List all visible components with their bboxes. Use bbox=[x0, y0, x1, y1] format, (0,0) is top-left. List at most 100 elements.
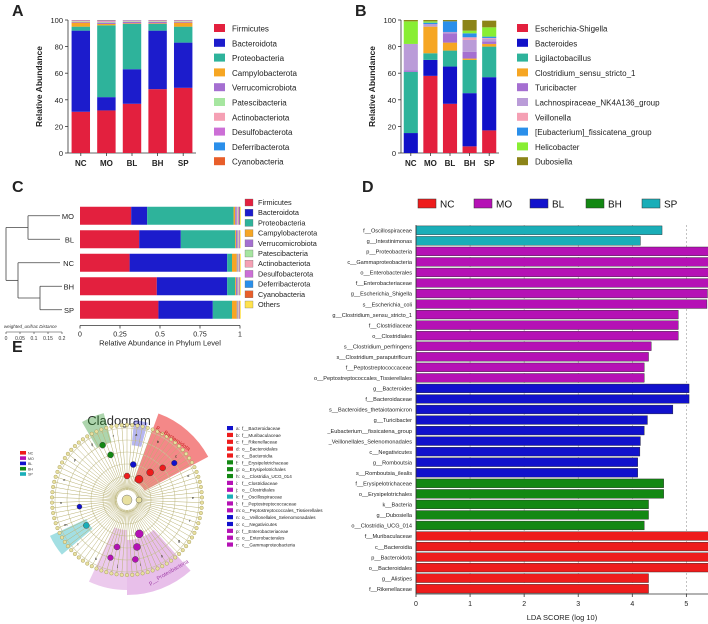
bar-segment bbox=[148, 21, 167, 24]
cladogram-branch bbox=[136, 491, 202, 500]
leaf-node bbox=[89, 431, 94, 436]
node-letter: o bbox=[63, 477, 66, 482]
node-letter: p bbox=[74, 457, 77, 462]
row-label: g__Intestinimonas bbox=[367, 239, 413, 245]
row-label: NC bbox=[63, 259, 74, 268]
legend-label: Ligilactobacillus bbox=[535, 54, 591, 63]
bar-segment bbox=[423, 53, 438, 60]
lda-bar bbox=[415, 267, 708, 278]
leaf-node bbox=[55, 469, 60, 474]
bar-segment bbox=[462, 20, 477, 31]
leaf-node bbox=[94, 566, 99, 571]
bar-segment bbox=[482, 41, 497, 44]
leaf-node bbox=[192, 465, 197, 470]
lda-bar bbox=[415, 383, 690, 393]
bar-segment bbox=[462, 146, 477, 153]
legend-swatch bbox=[244, 290, 254, 298]
legend-label: Escherichia-Shigella bbox=[535, 25, 608, 34]
legend-label: SP bbox=[664, 200, 678, 211]
cladogram-branch bbox=[136, 502, 199, 524]
y-tick-label: 60 bbox=[55, 69, 63, 78]
leaf-node bbox=[50, 495, 55, 500]
bar-segment bbox=[227, 253, 232, 272]
legend-swatch bbox=[244, 249, 254, 258]
clade-highlight bbox=[49, 519, 93, 555]
clade-node bbox=[132, 556, 139, 563]
legend-label: Bacteroidota bbox=[232, 39, 277, 48]
leaf-node bbox=[180, 548, 185, 553]
bar-segment bbox=[173, 87, 193, 153]
x-axis-title: LDA SCORE (log 10) bbox=[527, 613, 598, 622]
bar-segment bbox=[236, 230, 238, 249]
cladogram-branch bbox=[136, 500, 202, 503]
bar-segment bbox=[240, 300, 241, 319]
bar-segment bbox=[240, 230, 241, 249]
node-letter: f bbox=[189, 518, 191, 523]
bar-segment bbox=[97, 25, 116, 98]
bar-segment bbox=[235, 277, 236, 296]
leaf-node bbox=[50, 500, 55, 505]
bar-segment bbox=[148, 23, 167, 24]
clade-node bbox=[123, 472, 131, 480]
bar-segment bbox=[482, 20, 497, 28]
lda-bar bbox=[415, 404, 674, 415]
x-tick-label: 0.25 bbox=[113, 332, 127, 339]
bar-segment bbox=[71, 111, 91, 153]
row-label: f__Erysipelotrichaceae bbox=[355, 482, 412, 488]
cladogram-branch bbox=[87, 436, 122, 492]
clade-node bbox=[135, 529, 144, 539]
bar-segment bbox=[403, 20, 418, 22]
legend-swatch bbox=[227, 426, 233, 431]
leaf-node bbox=[180, 447, 185, 452]
legend-label: Dubosiella bbox=[535, 158, 573, 167]
legend-label: f__Bacteroidaceae bbox=[242, 426, 281, 431]
legend-label: o__Erysipelotrichales bbox=[242, 467, 286, 472]
legend-swatch bbox=[227, 535, 233, 540]
row-label: _Veillonellales_Selenomonadales bbox=[328, 439, 413, 445]
group-legend-swatch bbox=[20, 466, 26, 471]
row-label: g__Turicibacter bbox=[374, 418, 412, 424]
cladogram-branch bbox=[55, 476, 118, 498]
bar-segment bbox=[423, 75, 438, 153]
cladogram-branch bbox=[136, 502, 200, 519]
legend-label: f__Muribaculaceae bbox=[242, 433, 281, 438]
lda-bar bbox=[415, 426, 645, 436]
bar-segment bbox=[147, 206, 234, 225]
x-tick-label: 0.75 bbox=[193, 332, 207, 339]
legend-label: f__Oscillospiraceae bbox=[242, 495, 283, 500]
clade-highlight bbox=[127, 529, 191, 595]
bar-segment bbox=[80, 253, 130, 272]
node-letter: k bbox=[95, 556, 97, 561]
legend-label: Firmicutes bbox=[232, 25, 269, 34]
legend-label: Turicibacter bbox=[535, 84, 577, 93]
row-label: f__Bacteroidaceae bbox=[365, 397, 412, 403]
row-label: f__Oscillospiraceae bbox=[363, 228, 412, 234]
bar-segment bbox=[97, 23, 116, 26]
x-tick-label: SP bbox=[178, 159, 189, 168]
lda-bar bbox=[415, 331, 679, 341]
panel-label-e: E bbox=[12, 339, 23, 356]
legend-swatch bbox=[244, 239, 254, 247]
legend-swatch bbox=[227, 528, 233, 533]
bar-segment bbox=[442, 31, 458, 34]
node-letter: i bbox=[140, 562, 141, 567]
lda-bar bbox=[415, 489, 664, 499]
cladogram-branch bbox=[71, 506, 120, 551]
bar-segment bbox=[482, 36, 497, 38]
bar-segment bbox=[122, 21, 142, 24]
clade-node bbox=[135, 496, 143, 504]
leaf-node bbox=[199, 495, 204, 500]
node-letter: l bbox=[78, 542, 79, 547]
bar-segment bbox=[442, 20, 458, 22]
leaf-node bbox=[160, 431, 165, 436]
row-label: BL bbox=[65, 235, 74, 244]
lda-bar bbox=[415, 415, 648, 425]
x-tick-label: 2 bbox=[522, 601, 526, 608]
legend-swatch bbox=[517, 98, 528, 106]
legend-label: Lachnospiraceae_NK4A136_group bbox=[535, 99, 660, 108]
x-tick-label: NC bbox=[75, 159, 87, 168]
legend-swatch bbox=[227, 521, 233, 527]
bar-segment bbox=[442, 21, 458, 32]
row-label: f__Enterobacteriaceae bbox=[356, 281, 412, 287]
leaf-node bbox=[169, 437, 174, 442]
